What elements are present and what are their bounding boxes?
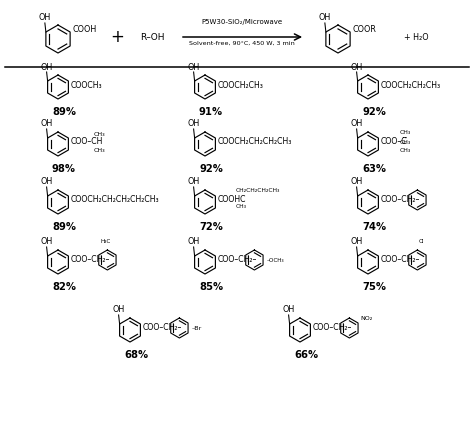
Text: OH: OH: [40, 119, 53, 128]
Text: 89%: 89%: [52, 222, 76, 232]
Text: OH: OH: [350, 119, 363, 128]
Text: 75%: 75%: [362, 282, 386, 292]
Text: COOCH₂CH₂CH₂CH₃: COOCH₂CH₂CH₂CH₃: [218, 138, 292, 146]
Text: + H₂O: + H₂O: [404, 32, 428, 42]
Text: CH₂CH₂CH₂CH₃: CH₂CH₂CH₂CH₃: [236, 188, 280, 194]
Text: OH: OH: [188, 119, 200, 128]
Text: OH: OH: [350, 177, 363, 187]
Text: COO–CH₂–: COO–CH₂–: [381, 195, 420, 205]
Text: OH: OH: [188, 62, 200, 72]
Text: 82%: 82%: [52, 282, 76, 292]
Text: 63%: 63%: [362, 164, 386, 174]
Text: 74%: 74%: [362, 222, 386, 232]
Text: 68%: 68%: [124, 350, 148, 360]
Text: CH₃: CH₃: [400, 131, 411, 135]
Text: OH: OH: [283, 305, 295, 315]
Text: OH: OH: [319, 14, 331, 22]
Text: NO₂: NO₂: [360, 316, 373, 320]
Text: OH: OH: [350, 237, 363, 246]
Text: OH: OH: [40, 177, 53, 187]
Text: 72%: 72%: [199, 222, 223, 232]
Text: OH: OH: [112, 305, 125, 315]
Text: Solvent-free, 90°C, 450 W, 3 min: Solvent-free, 90°C, 450 W, 3 min: [189, 41, 295, 46]
Text: CH₃: CH₃: [400, 149, 411, 153]
Text: COOCH₃: COOCH₃: [71, 80, 103, 90]
Text: CH₃: CH₃: [400, 139, 411, 145]
Text: OH: OH: [39, 14, 51, 22]
Text: 91%: 91%: [199, 107, 223, 117]
Text: CH₃: CH₃: [93, 148, 105, 153]
Text: OH: OH: [40, 62, 53, 72]
Text: 66%: 66%: [294, 350, 318, 360]
Text: COOCH₂CH₂CH₃: COOCH₂CH₂CH₃: [381, 80, 441, 90]
Text: COO–CH₂–: COO–CH₂–: [143, 323, 182, 333]
Text: 98%: 98%: [52, 164, 76, 174]
Text: Cl: Cl: [419, 239, 424, 244]
Text: H₃C: H₃C: [100, 239, 110, 244]
Text: P5W30-SiO₂/Microwave: P5W30-SiO₂/Microwave: [201, 19, 283, 25]
Text: OH: OH: [350, 62, 363, 72]
Text: +: +: [110, 28, 124, 46]
Text: OH: OH: [188, 237, 200, 246]
Text: COO–CH: COO–CH: [71, 138, 103, 146]
Text: COO–CH₂–: COO–CH₂–: [71, 256, 110, 264]
Text: COOCH₂CH₂CH₂CH₂CH₃: COOCH₂CH₂CH₂CH₂CH₃: [71, 195, 160, 205]
Text: R–OH: R–OH: [140, 32, 164, 42]
Text: 89%: 89%: [52, 107, 76, 117]
Text: –OCH₃: –OCH₃: [266, 257, 284, 263]
Text: OH: OH: [188, 177, 200, 187]
Text: 92%: 92%: [362, 107, 386, 117]
Text: –Br: –Br: [191, 326, 202, 330]
Text: COO–C̅: COO–C̅: [381, 138, 408, 146]
Text: OH: OH: [40, 237, 53, 246]
Text: COOH: COOH: [72, 25, 96, 35]
Text: 92%: 92%: [199, 164, 223, 174]
Text: CH₃: CH₃: [93, 132, 105, 136]
Text: COOR: COOR: [352, 25, 376, 35]
Text: COO–CH₂–: COO–CH₂–: [218, 256, 257, 264]
Text: COO–CH₂–: COO–CH₂–: [313, 323, 352, 333]
Text: COO–CH₂–: COO–CH₂–: [381, 256, 420, 264]
Text: CH₃: CH₃: [236, 204, 246, 208]
Text: 85%: 85%: [199, 282, 223, 292]
Text: COOCH₂CH₃: COOCH₂CH₃: [218, 80, 264, 90]
Text: COOHC: COOHC: [218, 195, 246, 205]
